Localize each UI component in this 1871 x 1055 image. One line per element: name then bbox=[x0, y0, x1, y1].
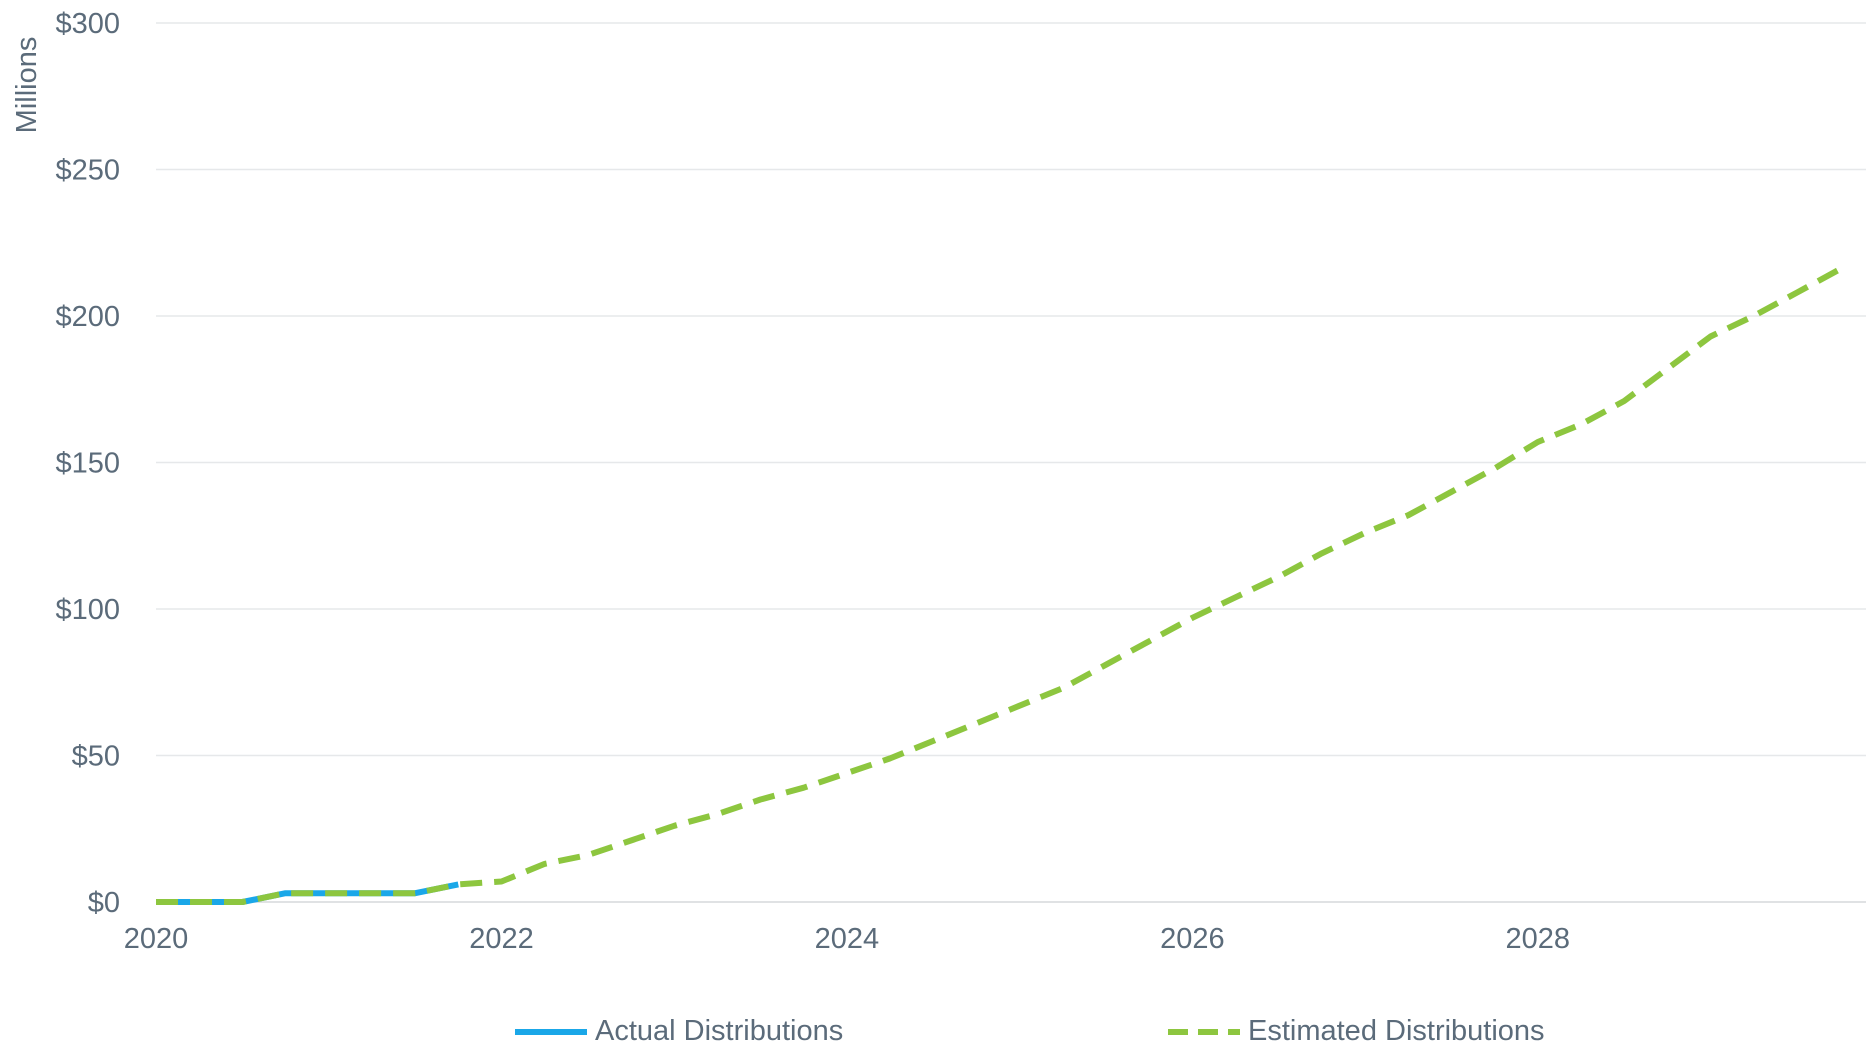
x-axis-ticks: 2020 2022 2024 2026 2028 bbox=[124, 923, 1570, 955]
y-tick-label: $300 bbox=[55, 8, 120, 40]
legend-item-actual[interactable]: Actual Distributions bbox=[515, 1015, 843, 1048]
x-tick-label: 2028 bbox=[1506, 923, 1571, 955]
x-tick-label: 2020 bbox=[124, 923, 189, 955]
y-tick-label: $150 bbox=[55, 448, 120, 480]
y-axis-label: Millions bbox=[11, 37, 43, 134]
x-tick-label: 2024 bbox=[815, 923, 880, 955]
y-axis-ticks: $0 $50 $100 $150 $200 $250 $300 bbox=[55, 8, 120, 919]
y-tick-label: $250 bbox=[55, 155, 120, 187]
series-lines bbox=[156, 266, 1842, 905]
gridlines bbox=[156, 22, 1866, 903]
y-tick-label: $200 bbox=[55, 301, 120, 333]
series-line-estimated-distributions bbox=[156, 266, 1842, 905]
x-tick-label: 2026 bbox=[1160, 923, 1225, 955]
legend-item-estimated[interactable]: Estimated Distributions bbox=[1168, 1015, 1545, 1048]
legend-label-estimated: Estimated Distributions bbox=[1248, 1015, 1545, 1047]
y-tick-label: $0 bbox=[88, 887, 120, 919]
x-tick-label: 2022 bbox=[469, 923, 534, 955]
legend-swatch-estimated bbox=[1168, 1028, 1240, 1035]
legend: Actual Distributions Estimated Distribut… bbox=[0, 1015, 1871, 1055]
y-tick-label: $50 bbox=[72, 741, 120, 773]
legend-label-actual: Actual Distributions bbox=[595, 1015, 844, 1047]
y-tick-label: $100 bbox=[55, 594, 120, 626]
legend-swatch-actual bbox=[515, 1028, 587, 1035]
